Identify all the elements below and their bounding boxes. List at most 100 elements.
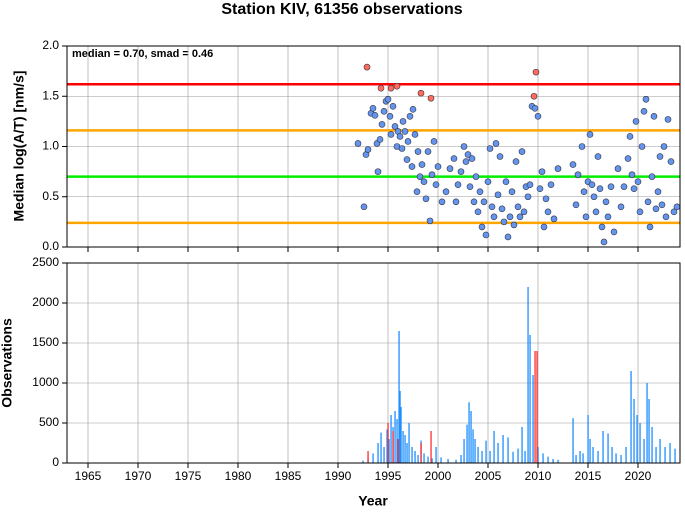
point: [376, 136, 384, 143]
point: [642, 95, 650, 103]
y-tick-label: 2000: [32, 295, 59, 309]
bar: [630, 371, 632, 463]
bar: [399, 391, 401, 463]
point: [398, 145, 406, 152]
bar: [547, 456, 549, 463]
bar: [472, 429, 474, 463]
point: [430, 138, 438, 145]
bar: [423, 453, 425, 463]
bar: [396, 419, 398, 463]
point: [404, 138, 412, 145]
point: [620, 183, 628, 190]
bar: [380, 432, 382, 463]
point: [524, 193, 532, 201]
x-tick-label: 1975: [175, 469, 202, 483]
point: [478, 223, 486, 231]
bar: [497, 443, 499, 463]
point: [644, 198, 652, 206]
point: [536, 185, 544, 193]
point: [508, 188, 516, 196]
point: [450, 155, 458, 162]
point: [363, 63, 371, 71]
point: [391, 123, 399, 130]
bar: [417, 455, 419, 463]
y-tick-label: 0.5: [42, 189, 59, 203]
point: [504, 233, 512, 241]
point: [628, 171, 636, 178]
point: [626, 133, 634, 140]
bar: [387, 423, 389, 463]
point: [547, 181, 555, 188]
point: [638, 143, 646, 150]
bar: [489, 451, 491, 463]
bar: [388, 439, 390, 463]
point: [506, 213, 514, 221]
bar: [557, 459, 559, 463]
y-tick-label: 500: [39, 415, 59, 429]
point: [494, 191, 502, 199]
point: [442, 188, 450, 196]
point: [408, 163, 416, 170]
point: [502, 178, 510, 185]
bar: [602, 431, 604, 463]
point: [654, 188, 662, 196]
point: [369, 105, 377, 112]
point: [520, 208, 528, 216]
bar: [643, 439, 645, 463]
point: [500, 218, 508, 226]
bar: [485, 440, 487, 463]
point: [422, 195, 430, 203]
point: [544, 208, 552, 216]
point: [518, 148, 526, 155]
point: [434, 163, 442, 170]
point: [403, 156, 411, 163]
bar: [659, 439, 661, 463]
bar: [402, 431, 404, 463]
bar: [529, 335, 531, 463]
point: [488, 203, 496, 211]
point: [460, 143, 468, 150]
bar: [615, 453, 617, 463]
bar: [611, 447, 613, 463]
bar: [493, 431, 495, 463]
point: [617, 203, 625, 211]
x-tick-label: 2020: [625, 469, 652, 483]
x-tick-label: 1985: [275, 469, 302, 483]
point: [468, 155, 476, 162]
point: [602, 198, 610, 206]
point: [466, 183, 474, 190]
point: [396, 133, 404, 140]
point: [384, 95, 392, 103]
point: [624, 155, 632, 162]
point: [652, 205, 660, 213]
bar: [470, 411, 472, 463]
point: [474, 208, 482, 216]
y-tick-label: 1000: [32, 375, 59, 389]
bar: [431, 458, 433, 463]
bar: [572, 418, 574, 463]
bar: [455, 459, 457, 463]
point: [534, 113, 542, 120]
bar: [552, 459, 554, 463]
x-tick-label: 1990: [325, 469, 352, 483]
point: [418, 161, 426, 168]
x-tick-label: 2010: [525, 469, 552, 483]
x-tick-label: 1970: [125, 469, 152, 483]
bar: [383, 447, 385, 463]
point: [380, 108, 388, 115]
bar: [636, 415, 638, 463]
point: [538, 168, 546, 175]
point: [360, 203, 368, 211]
y-tick-label: 0.0: [42, 239, 59, 253]
point: [532, 68, 540, 76]
bar: [392, 431, 394, 463]
point: [658, 201, 666, 209]
point: [662, 213, 670, 221]
x-tick-label: 2015: [575, 469, 602, 483]
point: [516, 213, 524, 221]
point: [531, 105, 539, 112]
bar: [414, 451, 416, 463]
bar: [587, 415, 589, 463]
point: [569, 161, 577, 168]
bar: [406, 443, 408, 463]
